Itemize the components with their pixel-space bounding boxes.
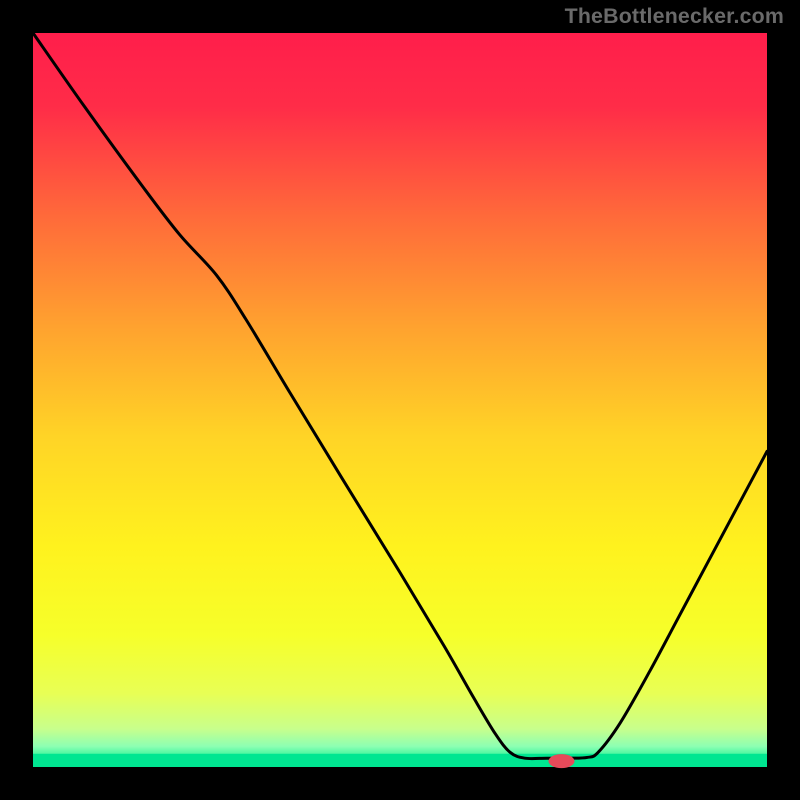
bottom-green-band: [33, 754, 767, 767]
chart-container: TheBottlenecker.com: [0, 0, 800, 800]
optimal-marker: [548, 754, 574, 768]
watermark-text: TheBottlenecker.com: [565, 4, 784, 29]
bottleneck-chart: [0, 0, 800, 800]
